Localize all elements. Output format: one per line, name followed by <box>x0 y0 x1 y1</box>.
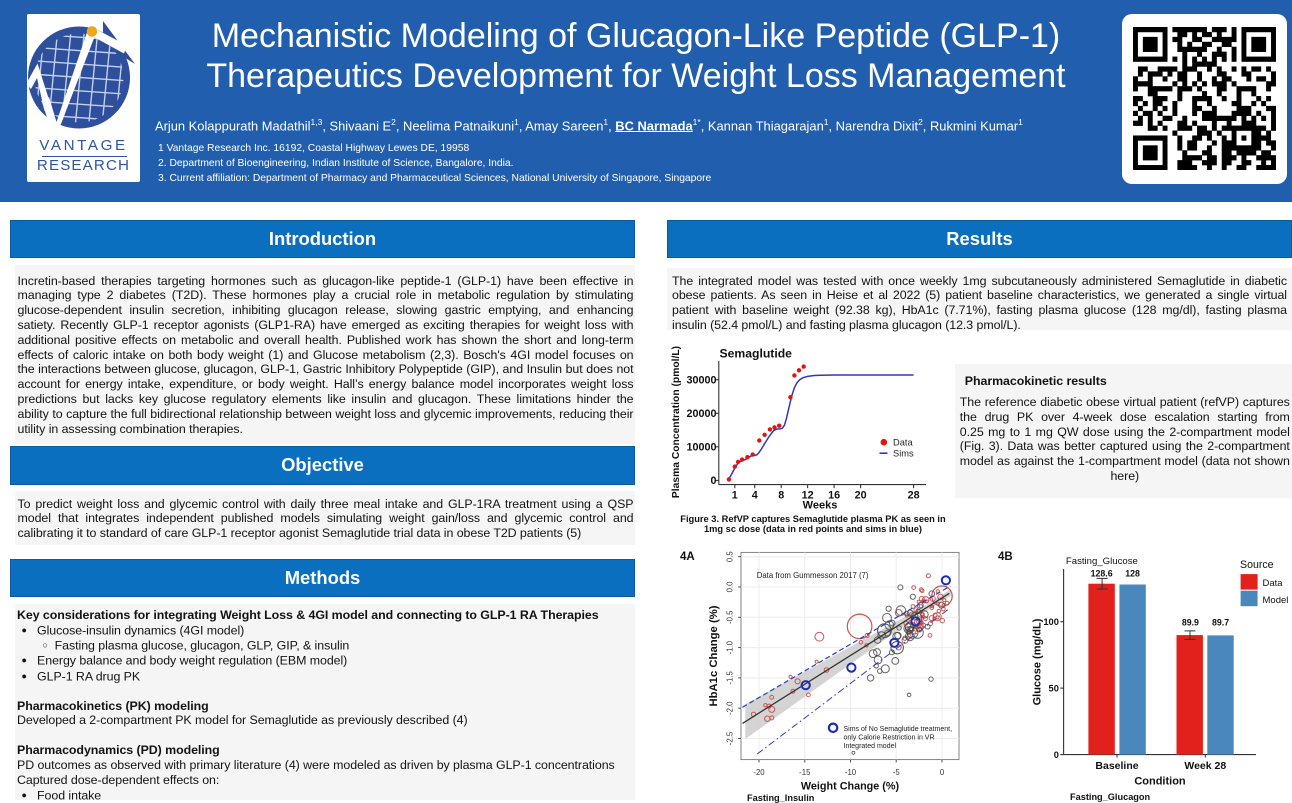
svg-text:20000: 20000 <box>686 408 716 420</box>
svg-text:89.9: 89.9 <box>1182 618 1199 628</box>
svg-text:4: 4 <box>752 490 758 502</box>
svg-text:0: 0 <box>710 475 716 487</box>
svg-text:Weeks: Weeks <box>803 500 838 512</box>
svg-text:28: 28 <box>908 490 920 502</box>
svg-text:Glucose (mg/dL): Glucose (mg/dL) <box>1031 618 1043 705</box>
svg-text:12: 12 <box>802 490 814 502</box>
svg-text:Data: Data <box>893 438 913 448</box>
svg-text:-0.5: -0.5 <box>726 610 735 624</box>
svg-text:8: 8 <box>778 490 784 502</box>
svg-text:50: 50 <box>1049 684 1059 694</box>
svg-text:30000: 30000 <box>686 375 716 387</box>
svg-text:-5: -5 <box>893 768 901 777</box>
svg-text:Fasting_Glucose: Fasting_Glucose <box>1066 556 1138 567</box>
svg-text:Plasma Concentration (pmol/L): Plasma Concentration (pmol/L) <box>671 346 682 498</box>
svg-text:-2.0: -2.0 <box>726 701 735 715</box>
svg-text:0: 0 <box>1054 750 1059 760</box>
svg-text:0.5: 0.5 <box>726 551 735 563</box>
svg-text:0: 0 <box>940 768 945 777</box>
svg-text:Integrated model: Integrated model <box>844 743 897 750</box>
svg-text:4B: 4B <box>998 551 1013 563</box>
svg-text:89.7: 89.7 <box>1212 618 1229 628</box>
svg-text:4A: 4A <box>680 551 695 563</box>
svg-text:Model: Model <box>1263 595 1289 606</box>
svg-text:1: 1 <box>732 490 738 502</box>
svg-text:Data: Data <box>1263 578 1284 589</box>
svg-text:Source: Source <box>1240 559 1274 571</box>
svg-text:-15: -15 <box>799 768 811 777</box>
svg-text:100: 100 <box>1043 617 1059 627</box>
svg-text:20: 20 <box>855 490 867 502</box>
svg-text:10000: 10000 <box>686 442 716 454</box>
svg-text:-2.5: -2.5 <box>726 731 735 745</box>
svg-text:Condition: Condition <box>1134 776 1186 788</box>
svg-text:Sims: Sims <box>893 449 914 459</box>
svg-text:-10: -10 <box>845 768 857 777</box>
svg-text:128.6: 128.6 <box>1091 568 1113 578</box>
svg-text:Data from Gummesson 2017 (7): Data from Gummesson 2017 (7) <box>757 571 869 580</box>
svg-text:Baseline: Baseline <box>1095 760 1138 772</box>
svg-text:-20: -20 <box>753 768 765 777</box>
svg-text:-1.5: -1.5 <box>726 671 735 685</box>
svg-text:Sims of No Semaglutide treatme: Sims of No Semaglutide treatment, <box>844 726 953 733</box>
svg-text:-1.0: -1.0 <box>726 640 735 654</box>
svg-text:Weight Change (%): Weight Change (%) <box>801 781 900 793</box>
svg-text:128: 128 <box>1125 568 1140 578</box>
svg-text:Semaglutide: Semaglutide <box>720 347 793 361</box>
svg-text:0.0: 0.0 <box>726 581 735 593</box>
svg-text:only Calorie Restriction in VR: only Calorie Restriction in VR <box>844 735 935 742</box>
svg-text:Week 28: Week 28 <box>1184 760 1226 772</box>
svg-text:16: 16 <box>828 490 840 502</box>
svg-text:HbA1c Change (%): HbA1c Change (%) <box>708 605 720 706</box>
